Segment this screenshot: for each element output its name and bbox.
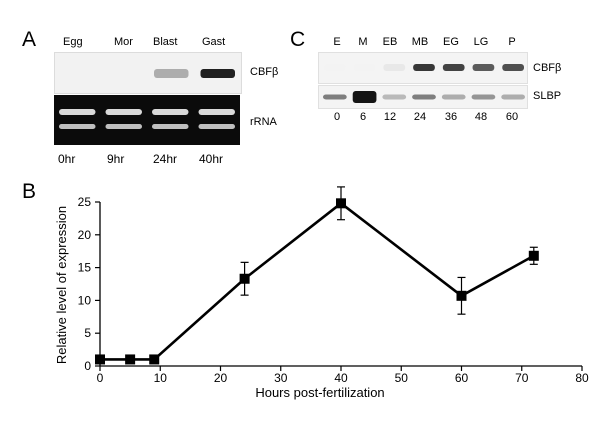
panel-a-rrna-label: rRNA <box>250 116 277 128</box>
x-axis-label: Hours post-fertilization <box>255 385 384 400</box>
rrna-band-lower <box>105 124 142 129</box>
panel-a-time-label: 24hr <box>153 152 178 166</box>
panel-a-rrna-gel <box>54 95 240 145</box>
x-tick-label: 0 <box>97 371 104 385</box>
slbp-band <box>412 94 436 100</box>
panel-a-rrna-bands <box>59 109 235 129</box>
rrna-band-upper <box>198 109 235 115</box>
data-point-marker <box>149 354 160 365</box>
panel-a-cbf-label: CBFβ <box>250 66 279 78</box>
rrna-band-upper <box>152 109 189 115</box>
panel-c-stage-label: EB <box>382 36 398 48</box>
x-tick-label: 60 <box>455 371 469 385</box>
panel-c-time-label: 60 <box>505 111 519 123</box>
cbf-band <box>472 64 495 71</box>
panel-c-slbp-blot <box>318 85 528 109</box>
rrna-band-upper <box>59 109 96 115</box>
x-tick-label: 10 <box>154 371 168 385</box>
panel-c-time-label: 6 <box>359 111 367 123</box>
data-point-marker <box>456 290 467 301</box>
y-tick-label: 15 <box>78 261 92 275</box>
y-tick-label: 20 <box>78 228 92 242</box>
panel-c-cbf-bands <box>324 64 524 71</box>
x-tick-label: 40 <box>334 371 348 385</box>
cbf-band <box>502 64 524 71</box>
slbp-band <box>501 94 525 100</box>
panel-c-stage-label: E <box>333 36 341 48</box>
panel-c-slbp-label: SLBP <box>533 90 562 102</box>
y-tick-label: 5 <box>84 326 91 340</box>
data-point-marker <box>336 198 346 209</box>
panel-a-time-label: 0hr <box>58 152 76 166</box>
cbf-band <box>200 69 235 78</box>
panel-c-slbp-bands <box>323 91 525 103</box>
panel-c-stage-label: M <box>358 36 368 48</box>
rrna-band-lower <box>59 124 96 129</box>
panel-c-time-label: 36 <box>444 111 458 123</box>
rrna-band-lower <box>152 124 189 129</box>
data-point-marker <box>528 250 539 261</box>
data-point-marker <box>95 354 105 365</box>
data-point-marker <box>125 354 136 365</box>
x-tick-label: 30 <box>274 371 288 385</box>
panel-a-cbf-bands <box>154 69 235 78</box>
panel-a-stage-label: Blast <box>153 36 178 48</box>
x-ticks: 0 10 20 30 40 50 60 70 80 <box>97 366 589 385</box>
panel-a-stage-label: Mor <box>114 36 133 48</box>
x-tick-label: 50 <box>395 371 409 385</box>
panel-c-letter: C <box>290 28 306 51</box>
panel-c-time-label: 48 <box>474 111 488 123</box>
panel-c-cbf-label: CBFβ <box>533 62 562 74</box>
data-point-marker <box>239 273 250 284</box>
slbp-band <box>323 94 347 100</box>
y-tick-label: 0 <box>84 359 91 373</box>
panel-a-time-label: 9hr <box>107 152 125 166</box>
panel-c-stage-label: P <box>508 36 516 48</box>
slbp-band <box>382 94 407 100</box>
panel-c-stage-label: MB <box>411 36 429 48</box>
panel-c-cbf-blot <box>318 52 528 84</box>
y-tick-label: 25 <box>78 195 92 209</box>
series-line <box>100 201 535 361</box>
slbp-band <box>471 94 496 100</box>
y-axis-label: Relative level of expression <box>54 206 69 364</box>
panel-a-letter: A <box>22 28 37 51</box>
slbp-band <box>441 94 466 100</box>
series-layer <box>95 186 539 365</box>
x-tick-label: 20 <box>214 371 228 385</box>
panel-c-time-label: 12 <box>383 111 397 123</box>
panel-a-time-label: 40hr <box>199 152 224 166</box>
panel-c-time-label: 0 <box>333 111 341 123</box>
y-tick-label: 10 <box>78 293 92 307</box>
cbf-band <box>324 64 346 71</box>
cbf-band <box>442 64 465 71</box>
panel-a-stage-label: Egg <box>63 36 83 48</box>
cbf-band <box>413 64 435 71</box>
panel-b-letter: B <box>22 180 37 203</box>
rrna-band-lower <box>198 124 235 129</box>
x-tick-label: 80 <box>575 371 589 385</box>
panel-a-cbf-blot <box>54 52 242 94</box>
slbp-band <box>352 91 377 103</box>
cbf-band <box>383 64 406 71</box>
rrna-band-upper <box>105 109 142 115</box>
panel-c-stage-label: EG <box>443 36 459 48</box>
x-tick-label: 70 <box>515 371 529 385</box>
cbf-band <box>154 69 189 78</box>
panel-c-time-label: 24 <box>413 111 427 123</box>
y-ticks: 0 5 10 15 20 25 <box>78 195 100 373</box>
panel-c-stage-label: LG <box>473 36 489 48</box>
cbf-band <box>353 64 376 71</box>
panel-a-stage-label: Gast <box>202 36 226 48</box>
